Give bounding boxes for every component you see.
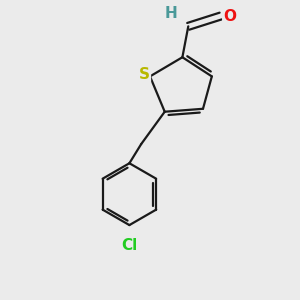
Text: H: H [164,6,177,21]
Text: S: S [139,68,150,82]
Text: Cl: Cl [121,238,137,253]
Text: O: O [224,8,237,23]
